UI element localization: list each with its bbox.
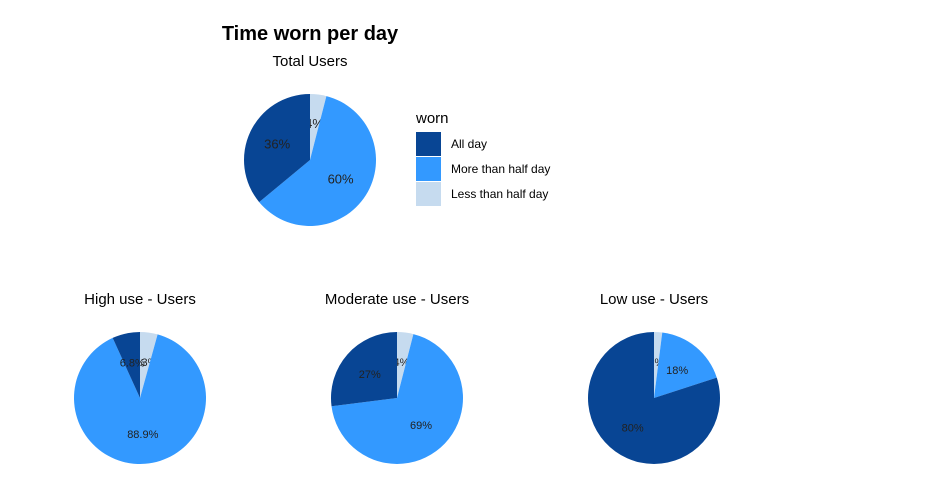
legend-title: worn	[416, 110, 449, 127]
pie-slice-moderate-use-all-day	[330, 332, 397, 407]
legend-label-all-day: All day	[451, 136, 488, 151]
pie-slice-moderate-use-less-than-half-day	[397, 331, 414, 398]
pie-label-total-users-all-day: 36%	[264, 137, 290, 152]
legend-swatch-all-day	[416, 131, 441, 156]
high-use-subtitle: High use - Users	[84, 291, 196, 308]
pie-slice-low-use-more-than-half-day	[654, 332, 717, 398]
pie-label-moderate-use-all-day: 27%	[359, 369, 381, 381]
pie-slice-high-use-all-day	[112, 332, 140, 398]
pie-label-total-users-more-than-half-day: 60%	[328, 172, 354, 187]
pie-label-low-use-all-day: 80%	[622, 422, 644, 434]
pie-label-moderate-use-more-than-half-day: 69%	[410, 420, 432, 432]
legend: worn All day More than half day Less tha…	[416, 110, 550, 206]
pie-label-high-use-all-day: 6.8%	[120, 358, 145, 370]
legend-item-more-than-half-day: More than half day	[416, 156, 550, 181]
pie-label-high-use-more-than-half-day: 88.9%	[127, 429, 158, 441]
legend-item-less-than-half-day: Less than half day	[416, 181, 550, 206]
legend-swatch-less-than-half-day	[416, 181, 441, 206]
pie-slice-moderate-use-more-than-half-day	[331, 334, 463, 464]
pie-label-low-use-more-than-half-day: 18%	[666, 365, 688, 377]
pie-slice-total-users-less-than-half-day	[310, 93, 327, 160]
legend-item-all-day: All day	[416, 131, 550, 156]
pie-slice-total-users-more-than-half-day	[259, 96, 377, 226]
total-users-subtitle: Total Users	[272, 53, 348, 70]
legend-label-less-than-half-day: Less than half day	[451, 186, 549, 201]
pie-slice-high-use-more-than-half-day	[74, 334, 207, 464]
pie-slice-total-users-all-day	[244, 94, 310, 203]
pie-slice-low-use-less-than-half-day	[654, 332, 663, 398]
moderate-use-subtitle: Moderate use - Users	[324, 291, 470, 308]
low-use-subtitle: Low use - Users	[599, 291, 709, 308]
legend-swatch-more-than-half-day	[416, 156, 441, 181]
chart-title: Time worn per day	[221, 23, 399, 45]
pie-slice-high-use-less-than-half-day	[140, 332, 158, 398]
pie-slice-low-use-all-day	[588, 332, 721, 465]
legend-label-more-than-half-day: More than half day	[451, 161, 551, 176]
